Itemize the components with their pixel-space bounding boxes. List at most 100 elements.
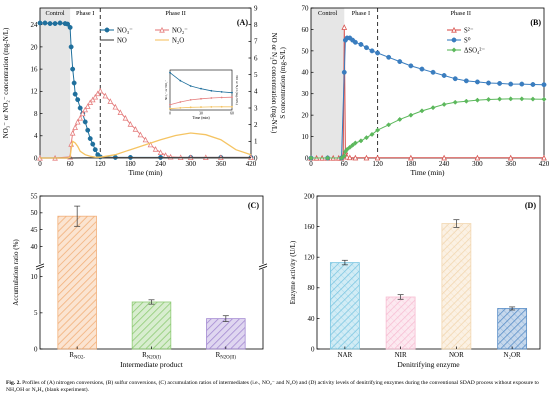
x-tick-label: 240 (155, 160, 166, 168)
inset-point-2 (231, 105, 233, 108)
data-point-2 (452, 99, 458, 105)
data-point-0 (37, 20, 43, 26)
data-point-0 (77, 105, 83, 111)
y-tick-label: 4 (34, 132, 38, 140)
data-point-1 (397, 59, 403, 65)
legend-marker (104, 27, 110, 33)
inset-point-2 (179, 106, 182, 109)
data-point-0 (92, 147, 98, 153)
inset-point-2 (210, 106, 213, 108)
inset-point-2 (169, 107, 171, 110)
data-point-1 (97, 87, 104, 94)
data-point-2 (369, 131, 375, 137)
data-point-0 (374, 154, 381, 161)
y-tick-label: 16 (31, 66, 39, 74)
y-right-tick-label: 0 (254, 154, 258, 162)
data-point-1 (157, 149, 164, 156)
legend-label: N₂O (172, 37, 184, 44)
bar (131, 301, 172, 350)
y-tick-label: 40 (302, 69, 310, 77)
data-point-1 (87, 99, 94, 106)
data-point-0 (352, 154, 359, 161)
legend-marker (159, 26, 165, 33)
y-tick-label: 120 (304, 254, 315, 262)
data-point-2 (408, 112, 414, 118)
data-point-1 (112, 103, 119, 110)
y-tick-label: 0 (311, 345, 315, 353)
inset-point-1 (231, 96, 233, 99)
data-point-0 (85, 127, 91, 133)
data-point-0 (408, 154, 414, 161)
data-point-1 (408, 63, 414, 69)
x-tick-label: RN2O(I) (142, 351, 161, 361)
data-point-1 (137, 131, 144, 138)
phase2-label: Phase II (451, 10, 471, 17)
x-axis-label: Time (min) (410, 168, 445, 177)
phase1-label: Phase I (76, 10, 94, 17)
data-point-1 (107, 98, 114, 104)
axis-break-band (36, 263, 267, 269)
bar (57, 215, 97, 350)
legend-label: NO (117, 37, 127, 44)
bar-crosshatch (386, 296, 416, 349)
x-tick-label-sub: NO2- (74, 356, 85, 361)
data-point-1 (84, 103, 91, 109)
y-right-tick-label: 7 (254, 38, 258, 46)
data-point-1 (92, 93, 99, 100)
x-tick-label: 60 (67, 160, 75, 168)
panel-tag: (A) (237, 18, 248, 27)
data-point-1 (441, 73, 447, 78)
y-axis-label: Enzyme activity (U/L) (289, 240, 297, 304)
x-tick-label: 120 (372, 160, 383, 168)
data-point-1 (508, 81, 514, 87)
y-tick-label: 45 (31, 226, 39, 234)
control-label: Control (45, 10, 64, 17)
y-tick-label: 0 (34, 345, 38, 353)
x-tick-label: 420 (246, 160, 257, 168)
y-right-tick-label: 6 (254, 54, 258, 62)
data-point-1 (122, 114, 129, 121)
data-point-2 (352, 140, 358, 146)
y-tick-label: 50 (31, 209, 39, 217)
axis-break-mark (35, 266, 45, 270)
data-point-1 (419, 66, 425, 72)
data-point-0 (72, 91, 78, 97)
y-tick-label: 160 (304, 223, 315, 231)
x-tick-label: RNO2- (69, 351, 85, 361)
legend-marker (451, 37, 457, 43)
phase2-label: Phase II (165, 10, 185, 17)
y-tick-label: 40 (31, 243, 39, 251)
data-point-2 (508, 96, 514, 102)
data-point-0 (52, 21, 58, 27)
data-point-0 (474, 154, 481, 161)
inset-x-tick: 60 (230, 112, 234, 116)
inset-x-label: Time (min) (192, 116, 210, 120)
data-point-0 (82, 119, 88, 125)
y-axis-label: Accumulation ratio (%) (12, 239, 20, 306)
panel-a-nitrogen-chart: Control Phase I Phase II 0 60 120 180 240 300 360… (0, 0, 278, 188)
inset-y-right-label: NO or N₂O (mg-N/L) (235, 75, 239, 105)
data-point-1 (486, 80, 491, 86)
data-point-0 (346, 154, 353, 161)
x-axis-label: Intermediate product (120, 360, 184, 369)
y-right-axis-label: NO or N₂O concentration (mg-N/L) (270, 33, 277, 134)
data-point-1 (74, 118, 81, 125)
inset-point-1 (179, 101, 182, 103)
y-tick-label: 10 (31, 273, 39, 281)
data-point-2 (397, 116, 403, 122)
data-point-1 (94, 90, 101, 97)
inset-point-2 (200, 106, 202, 108)
data-point-0 (341, 24, 348, 30)
data-point-2 (541, 96, 547, 102)
legend-marker (451, 26, 457, 33)
data-point-1 (474, 79, 480, 85)
data-point-1 (452, 76, 458, 82)
data-point-1 (117, 109, 124, 116)
y-tick-label: 55 (31, 192, 39, 200)
x-tick-label: 360 (505, 160, 516, 168)
data-point-0 (42, 20, 48, 26)
y-tick-label: 20 (31, 43, 39, 51)
inset-frame (169, 69, 233, 111)
data-point-2 (485, 96, 492, 103)
data-point-1 (519, 81, 525, 87)
